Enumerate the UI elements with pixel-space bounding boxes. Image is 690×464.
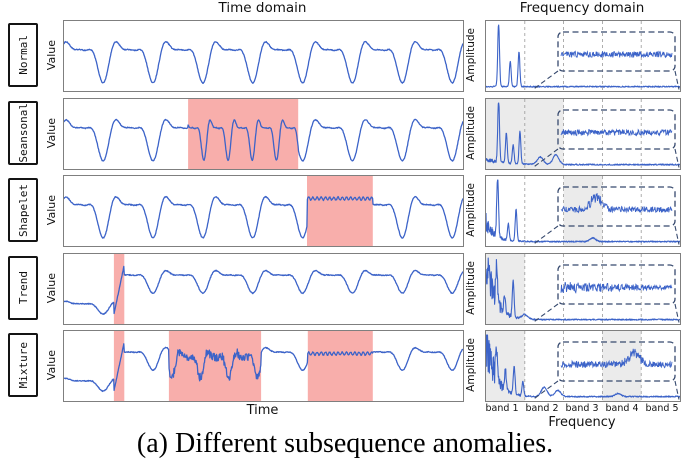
anomaly-region-plateau bbox=[307, 331, 373, 401]
time-series-chart bbox=[64, 331, 463, 401]
anomaly-region-plateau bbox=[307, 176, 373, 246]
frequency-spectrum-panel-trend bbox=[485, 253, 681, 325]
zoom-inset-connector-right bbox=[674, 148, 680, 168]
shaded-frequency-band bbox=[486, 99, 525, 169]
frequency-spectrum-panel-normal bbox=[485, 20, 681, 92]
time-series-chart bbox=[64, 176, 463, 246]
frequency-band-labels: band 1 band 2 band 3 band 4 band 5 bbox=[482, 403, 682, 414]
amplitude-axis-label: Amplitude bbox=[462, 20, 480, 90]
value-axis-label: Value bbox=[42, 175, 60, 245]
time-series-line bbox=[64, 343, 463, 393]
row-label-text: Shapelet bbox=[16, 183, 30, 237]
time-domain-title: Time domain bbox=[218, 0, 307, 16]
time-series-line bbox=[64, 265, 463, 315]
row-label-text: Trend bbox=[16, 271, 30, 305]
frequency-spectrum-chart bbox=[486, 254, 680, 324]
frequency-spectrum-panel-shapelet bbox=[485, 175, 681, 247]
figure-caption: (a) Different subsequence anomalies. bbox=[136, 428, 554, 459]
spectrum-line bbox=[486, 24, 680, 88]
amplitude-axis-label: Amplitude bbox=[462, 253, 480, 323]
zoom-inset-connector-left bbox=[532, 70, 559, 90]
time-series-chart bbox=[64, 40, 463, 84]
frequency-spectrum-panel-mixture bbox=[485, 330, 681, 402]
spectrum-line bbox=[486, 334, 680, 398]
value-axis-label-text: Value bbox=[44, 349, 58, 381]
row-label-shapelet: Shapelet bbox=[8, 178, 38, 242]
value-axis-label: Value bbox=[42, 20, 60, 90]
zoom-inset-connector-right bbox=[674, 70, 680, 90]
time-series-line bbox=[64, 118, 463, 162]
time-series-line bbox=[64, 40, 463, 84]
zoom-inset-connector-right bbox=[674, 380, 680, 400]
zoom-inset-connector-left bbox=[532, 225, 559, 245]
frequency-spectrum-chart bbox=[486, 99, 680, 169]
time-series-panel-mixture bbox=[63, 330, 464, 402]
zoom-inset-line bbox=[560, 128, 673, 137]
zoom-inset-line bbox=[560, 282, 673, 294]
row-label-mixture: Mixture bbox=[8, 333, 38, 397]
amplitude-axis-label: Amplitude bbox=[462, 98, 480, 168]
frequency-domain-title: Frequency domain bbox=[519, 0, 645, 16]
spectrum-line bbox=[486, 257, 680, 321]
row-label-trend: Trend bbox=[8, 256, 38, 320]
row-label-normal: Normal bbox=[8, 23, 38, 87]
band-label: band 5 bbox=[645, 403, 679, 414]
time-series-panel-trend bbox=[63, 253, 464, 325]
band-label: band 3 bbox=[565, 403, 599, 414]
value-axis-label-text: Value bbox=[44, 194, 58, 226]
time-series-panel-shapelet bbox=[63, 175, 464, 247]
amplitude-axis-label-text: Amplitude bbox=[465, 28, 477, 82]
band-label: band 1 bbox=[485, 403, 519, 414]
value-axis-label-text: Value bbox=[44, 272, 58, 304]
time-series-line bbox=[64, 195, 463, 239]
zoom-inset-connector-left bbox=[532, 303, 559, 323]
amplitude-axis-label: Amplitude bbox=[462, 330, 480, 400]
row-label-seansonal: Seansonal bbox=[8, 101, 38, 165]
spectrum-line bbox=[486, 102, 680, 166]
amplitude-axis-label-text: Amplitude bbox=[465, 183, 477, 237]
shaded-frequency-band bbox=[524, 99, 564, 169]
value-axis-label: Value bbox=[42, 253, 60, 323]
row-label-text: Mixture bbox=[16, 341, 30, 389]
time-axis-label: Time bbox=[246, 403, 279, 418]
frequency-spectrum-chart bbox=[486, 21, 680, 91]
amplitude-axis-label-text: Amplitude bbox=[465, 261, 477, 315]
band-label: band 4 bbox=[605, 403, 639, 414]
zoom-inset-box bbox=[557, 186, 676, 227]
zoom-inset-line bbox=[560, 348, 673, 369]
zoom-inset-box bbox=[557, 341, 676, 382]
frequency-spectrum-chart bbox=[486, 331, 680, 401]
time-series-panel-normal bbox=[63, 20, 464, 92]
row-label-text: Normal bbox=[16, 35, 30, 75]
time-series-chart bbox=[64, 99, 463, 169]
frequency-spectrum-panel-seansonal bbox=[485, 98, 681, 170]
zoom-inset-box bbox=[557, 264, 676, 305]
amplitude-axis-label-text: Amplitude bbox=[465, 106, 477, 160]
zoom-inset-box bbox=[557, 31, 676, 72]
row-label-text: Seansonal bbox=[16, 103, 30, 163]
frequency-axis-label: Frequency bbox=[548, 415, 616, 430]
spectrum-line bbox=[486, 179, 680, 243]
value-axis-label-text: Value bbox=[44, 117, 58, 149]
band-label: band 2 bbox=[525, 403, 559, 414]
zoom-inset-connector-right bbox=[674, 303, 680, 323]
value-axis-label: Value bbox=[42, 330, 60, 400]
frequency-spectrum-chart bbox=[486, 176, 680, 246]
zoom-inset-connector-right bbox=[674, 225, 680, 245]
value-axis-label-text: Value bbox=[44, 39, 58, 71]
zoom-inset-connector-left bbox=[532, 380, 559, 400]
value-axis-label: Value bbox=[42, 98, 60, 168]
amplitude-axis-label: Amplitude bbox=[462, 175, 480, 245]
time-series-panel-seansonal bbox=[63, 98, 464, 170]
anomaly-region-noisy bbox=[168, 331, 262, 401]
zoom-inset-line bbox=[560, 193, 673, 214]
zoom-inset-box bbox=[557, 109, 676, 150]
amplitude-axis-label-text: Amplitude bbox=[465, 338, 477, 392]
time-series-chart bbox=[64, 254, 463, 324]
zoom-inset-line bbox=[560, 50, 673, 59]
zoom-inset-connector-left bbox=[532, 148, 559, 168]
